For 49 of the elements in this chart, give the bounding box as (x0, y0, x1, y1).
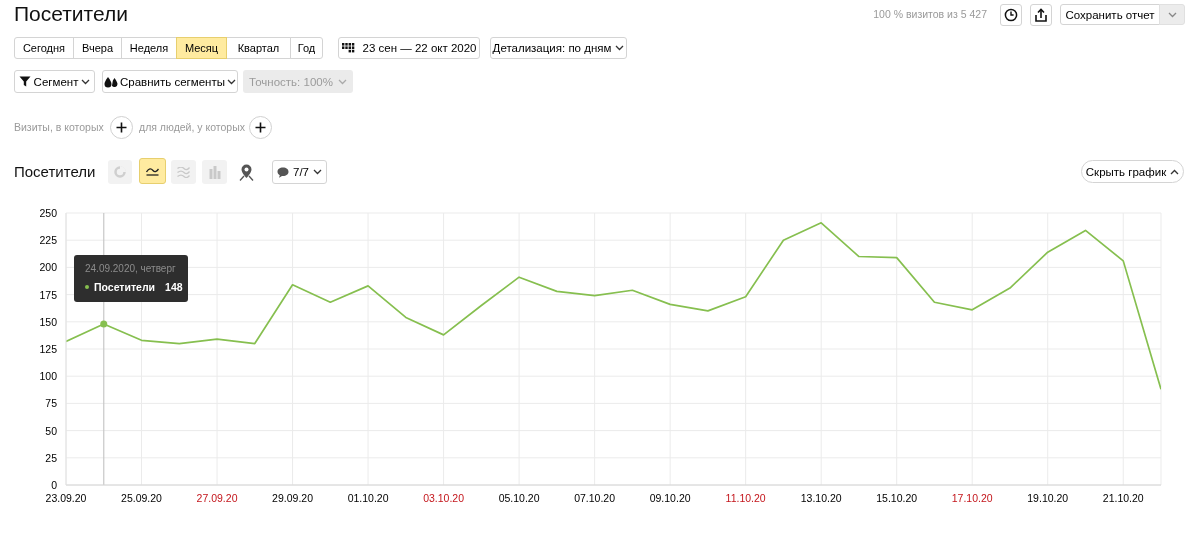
y-tick-label: 100 (39, 370, 58, 383)
x-tick-label: 19.10.20 (1027, 492, 1069, 504)
y-tick-label: 150 (39, 315, 58, 328)
tab: Квартал (226, 37, 291, 59)
annotation: 24.09.2020, четверг (85, 263, 176, 274)
x-tick-label: 09.10.20 (649, 492, 691, 504)
text: Визиты, в которых (14, 121, 104, 133)
x-tick-label: 05.10.20 (498, 492, 540, 504)
button: 23 сен — 22 окт 2020 (338, 37, 480, 59)
y-tick-label: 175 (39, 288, 58, 301)
annotation: 148 (165, 280, 183, 294)
x-tick-label: 07.10.20 (574, 492, 616, 504)
text: Посетители (14, 163, 96, 180)
x-tick-label: 27.09.20 (196, 492, 238, 504)
y-tick-label: 0 (51, 479, 58, 491)
x-tick-label: 23.09.20 (45, 492, 87, 504)
x-tick-label: 29.09.20 (272, 492, 314, 504)
x-tick-label: 01.10.20 (347, 492, 389, 504)
x-tick-label: 11.10.20 (725, 492, 766, 504)
y-tick-label: 50 (45, 424, 58, 437)
tab: Неделя (121, 37, 177, 59)
x-tick-label: 25.09.20 (121, 492, 163, 504)
text: для людей, у которых (139, 121, 245, 133)
x-tick-label: 03.10.20 (423, 492, 465, 504)
button: Точность: 100% (243, 70, 353, 93)
text: 100 % визитов из 5 427 (873, 8, 987, 20)
tab: Вчера (73, 37, 122, 59)
button: Сравнить сегменты (102, 70, 238, 93)
y-tick-label: 225 (39, 234, 58, 247)
x-tick-label: 17.10.20 (951, 492, 993, 504)
x-tick-label: 15.10.20 (876, 492, 918, 504)
tab: Сегодня (14, 37, 74, 59)
chart-title: Посетители (14, 1, 128, 27)
line-series (66, 221, 1161, 391)
x-tick-label: 13.10.20 (800, 492, 842, 504)
x-tick-label: 21.10.20 (1102, 492, 1144, 504)
tab: Год (290, 37, 323, 59)
button: Сохранить отчет (1060, 4, 1160, 25)
button: Скрыть график (1081, 160, 1184, 183)
tooltip: 24.09.2020, четверг Посетители 148 (74, 255, 188, 302)
y-tick-label: 75 (45, 397, 58, 410)
button: Детализация: по дням (490, 37, 627, 59)
y-tick-label: 125 (39, 343, 58, 355)
button: Сегмент (14, 70, 95, 93)
button: 7/7 (272, 160, 327, 184)
y-tick-label: 25 (45, 451, 58, 464)
tab: Месяц (176, 37, 227, 59)
y-tick-label: 200 (39, 261, 58, 274)
y-tick-label: 250 (39, 207, 58, 219)
